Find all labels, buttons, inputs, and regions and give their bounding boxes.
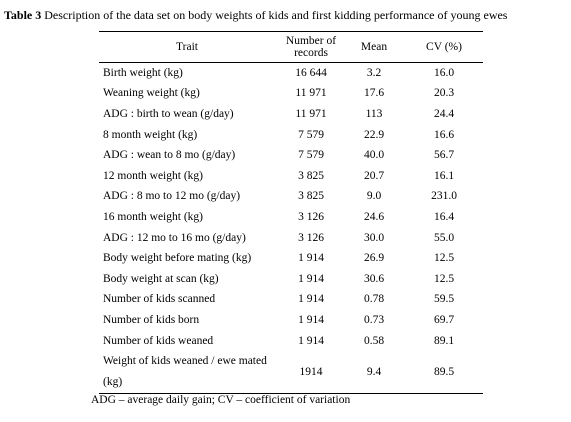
cv-cell: 12.5	[433, 252, 455, 265]
caption-text: Description of the data set on body weig…	[41, 8, 508, 22]
mean-cell: 20.7	[363, 169, 385, 182]
records-cell: 1 914	[298, 252, 324, 265]
cv-cell: 55.0	[433, 231, 455, 244]
table-row: Number of kids scanned 1 914 0.78 59.5	[99, 289, 483, 310]
trait-cell: Number of kids scanned	[103, 293, 216, 306]
table-row: Weaning weight (kg) 11 971 17.6 20.3	[99, 83, 483, 104]
trait-cell: ADG : birth to wean (g/day)	[103, 107, 234, 120]
cv-cell: 20.3	[433, 87, 455, 100]
table-row: 8 month weight (kg) 7 579 22.9 16.6	[99, 124, 483, 145]
cv-cell: 89.1	[433, 334, 455, 347]
mean-cell: 0.78	[363, 293, 385, 306]
table-row: Number of kids born 1 914 0.73 69.7	[99, 310, 483, 331]
trait-cell: 12 month weight (kg)	[103, 169, 203, 182]
table-row: Number of kids weaned 1 914 0.58 89.1	[99, 330, 483, 351]
header-mean: Mean	[360, 41, 388, 53]
table-row: Birth weight (kg) 16 644 3.2 16.0	[99, 63, 483, 84]
records-cell: 1914	[299, 365, 323, 378]
mean-cell: 24.6	[363, 210, 385, 223]
mean-cell: 9.4	[366, 365, 382, 378]
records-cell: 1 914	[298, 293, 324, 306]
table-row: ADG : 8 mo to 12 mo (g/day) 3 825 9.0 231.0	[99, 186, 483, 207]
records-cell: 1 914	[298, 313, 324, 326]
cv-cell: 59.5	[433, 293, 455, 306]
records-cell: 3 126	[298, 210, 324, 223]
table-row: ADG : birth to wean (g/day) 11 971 113 24.4	[99, 104, 483, 125]
caption-label: Table 3	[4, 8, 42, 22]
mean-cell: 30.0	[363, 231, 385, 244]
cv-cell: 16.6	[433, 128, 455, 141]
records-cell: 1 914	[298, 334, 324, 347]
trait-cell: Weaning weight (kg)	[103, 87, 200, 100]
records-cell: 3 825	[298, 190, 324, 203]
trait-cell: Body weight at scan (kg)	[103, 272, 219, 285]
table-row: 12 month weight (kg) 3 825 20.7 16.1	[99, 165, 483, 186]
header-records-line1: Number of	[285, 35, 337, 47]
table-row: Body weight before mating (kg) 1 914 26.9 1…	[99, 248, 483, 269]
trait-cell: Birth weight (kg)	[103, 67, 183, 80]
trait-cell: ADG : 8 mo to 12 mo (g/day)	[103, 190, 241, 203]
header-trait: Trait	[176, 41, 198, 53]
records-cell: 3 126	[298, 231, 324, 244]
records-cell: 7 579	[298, 149, 324, 162]
records-cell: 11 971	[295, 87, 327, 100]
cv-cell: 69.7	[433, 313, 455, 326]
records-cell: 1 914	[298, 272, 324, 285]
records-cell: 16 644	[295, 67, 327, 80]
mean-cell: 22.9	[363, 128, 385, 141]
table-header: Trait Number of records Mean CV (%)	[99, 31, 483, 63]
trait-cell: Number of kids weaned	[103, 334, 214, 347]
table-row: 16 month weight (kg) 3 126 24.6 16.4	[99, 207, 483, 228]
cv-cell: 16.0	[433, 67, 455, 80]
header-records-line2: records	[294, 47, 328, 59]
mean-cell: 0.73	[363, 313, 385, 326]
trait-cell: 8 month weight (kg)	[103, 128, 198, 141]
cv-cell: 56.7	[433, 149, 455, 162]
records-cell: 11 971	[295, 107, 327, 120]
header-records: Number of records	[279, 32, 343, 63]
trait-cell: ADG : wean to 8 mo (g/day)	[103, 149, 236, 162]
records-cell: 7 579	[298, 128, 324, 141]
mean-cell: 9.0	[366, 190, 382, 203]
mean-cell: 0.58	[363, 334, 385, 347]
table-body: Birth weight (kg) 16 644 3.2 16.0 Weaning we…	[99, 63, 483, 394]
table-row: Weight of kids weaned / ewe mated (kg) 19…	[99, 351, 483, 394]
table-row: Body weight at scan (kg) 1 914 30.6 12.5	[99, 268, 483, 289]
trait-cell: Body weight before mating (kg)	[103, 252, 252, 265]
records-cell: 3 825	[298, 169, 324, 182]
header-cv: CV (%)	[426, 41, 462, 53]
cv-cell: 89.5	[433, 365, 455, 378]
mean-cell: 3.2	[366, 67, 382, 80]
cv-cell: 16.4	[433, 210, 455, 223]
cv-cell: 12.5	[433, 272, 455, 285]
trait-cell: 16 month weight (kg)	[103, 210, 203, 223]
table-row: ADG : 12 mo to 16 mo (g/day) 3 126 30.0 55.…	[99, 227, 483, 248]
table-caption: Table 3 Description of the data set on b…	[4, 8, 507, 23]
mean-cell: 113	[365, 107, 383, 120]
mean-cell: 26.9	[363, 252, 385, 265]
mean-cell: 30.6	[363, 272, 385, 285]
data-table: Trait Number of records Mean CV (%) Birth…	[99, 31, 483, 394]
header-row: Trait Number of records Mean CV (%)	[99, 31, 483, 63]
table-footnote: ADG – average daily gain; CV – coefficie…	[91, 394, 351, 406]
trait-cell: ADG : 12 mo to 16 mo (g/day)	[103, 231, 246, 244]
trait-cell: Weight of kids weaned / ewe mated (kg)	[103, 354, 267, 388]
table-row: ADG : wean to 8 mo (g/day) 7 579 40.0 56.7	[99, 145, 483, 166]
cv-cell: 24.4	[433, 107, 455, 120]
trait-cell: Number of kids born	[103, 313, 200, 326]
mean-cell: 40.0	[363, 149, 385, 162]
cv-cell: 231.0	[431, 190, 457, 203]
mean-cell: 17.6	[363, 87, 385, 100]
cv-cell: 16.1	[433, 169, 455, 182]
